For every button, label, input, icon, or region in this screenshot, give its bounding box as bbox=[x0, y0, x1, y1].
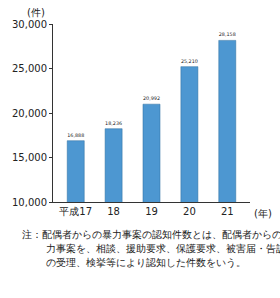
svg-text:16,888: 16,888 bbox=[67, 132, 84, 138]
svg-text:20,992: 20,992 bbox=[143, 95, 160, 101]
svg-text:18,236: 18,236 bbox=[105, 120, 122, 126]
svg-text:平成17: 平成17 bbox=[59, 206, 92, 217]
svg-text:10,000: 10,000 bbox=[12, 197, 47, 208]
svg-text:15,000: 15,000 bbox=[12, 152, 47, 163]
svg-text:30,000: 30,000 bbox=[12, 19, 47, 30]
svg-text:(年): (年) bbox=[254, 208, 272, 219]
svg-text:25,000: 25,000 bbox=[12, 63, 47, 74]
svg-text:20,000: 20,000 bbox=[12, 108, 47, 119]
svg-text:18: 18 bbox=[107, 206, 120, 217]
svg-text:(件): (件) bbox=[27, 7, 45, 18]
svg-text:21: 21 bbox=[221, 206, 234, 217]
svg-text:20: 20 bbox=[183, 206, 196, 217]
svg-text:28,158: 28,158 bbox=[219, 31, 236, 37]
svg-text:19: 19 bbox=[145, 206, 158, 217]
svg-text:25,210: 25,210 bbox=[181, 58, 198, 64]
